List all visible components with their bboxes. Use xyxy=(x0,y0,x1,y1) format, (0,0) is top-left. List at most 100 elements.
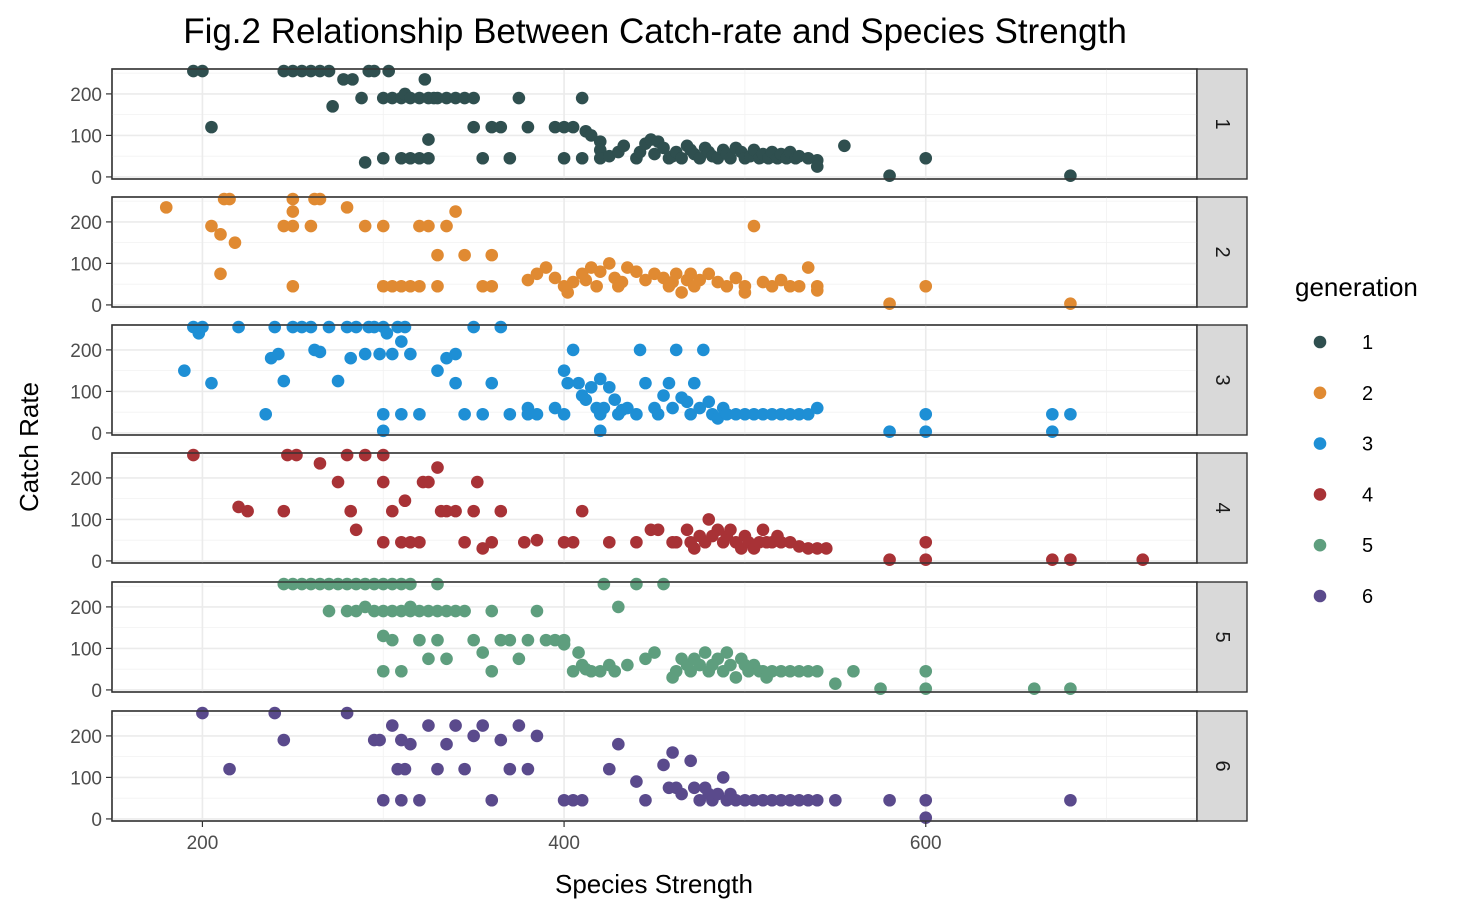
data-point xyxy=(608,393,622,407)
data-point xyxy=(440,604,453,618)
data-point xyxy=(214,267,227,281)
y-tick-label: 0 xyxy=(91,552,102,573)
data-point xyxy=(720,279,734,293)
data-point xyxy=(340,706,354,720)
data-point xyxy=(557,407,571,421)
data-point xyxy=(313,64,327,78)
data-point xyxy=(566,793,580,807)
data-point xyxy=(385,279,399,293)
data-point xyxy=(810,401,824,415)
data-point xyxy=(521,633,535,647)
facet-strip xyxy=(1196,196,1248,308)
data-point xyxy=(919,682,933,695)
data-point xyxy=(376,91,390,105)
y-tick-label: 0 xyxy=(91,810,102,831)
data-point xyxy=(376,219,390,233)
data-point xyxy=(385,347,399,361)
facet-strip-label: 6 xyxy=(1211,760,1233,771)
data-point xyxy=(1064,682,1077,695)
data-point xyxy=(196,320,209,334)
data-point xyxy=(322,320,336,334)
legend-item-1: 1 xyxy=(1313,332,1373,354)
y-tick-label: 200 xyxy=(70,469,102,490)
data-point xyxy=(367,604,381,618)
data-point xyxy=(720,646,734,659)
y-tick-label: 0 xyxy=(91,168,102,189)
data-point xyxy=(286,64,300,78)
data-point xyxy=(801,261,815,274)
y-tick-label: 200 xyxy=(70,213,102,234)
data-point xyxy=(376,475,390,489)
facet-strip xyxy=(1196,68,1248,180)
data-point xyxy=(801,793,815,807)
data-point xyxy=(196,64,209,78)
data-point xyxy=(716,771,730,784)
legend-label: 1 xyxy=(1362,332,1373,354)
data-point xyxy=(530,407,544,421)
facet-strip xyxy=(1196,452,1248,564)
data-point xyxy=(657,141,670,155)
data-point xyxy=(919,425,933,438)
data-point xyxy=(295,64,309,78)
data-point xyxy=(557,151,571,165)
chart-title: Fig.2 Relationship Between Catch-rate an… xyxy=(183,12,1127,51)
data-point xyxy=(883,297,896,310)
data-point xyxy=(404,91,417,105)
data-point xyxy=(711,787,725,801)
data-point xyxy=(657,577,670,591)
data-point xyxy=(612,600,625,614)
data-point xyxy=(602,257,616,270)
data-point xyxy=(440,737,453,751)
data-point xyxy=(376,424,390,438)
data-point xyxy=(680,395,694,409)
data-point xyxy=(440,91,453,105)
data-point xyxy=(395,664,408,678)
data-point xyxy=(470,475,484,489)
data-point xyxy=(422,133,435,146)
facet-panel-6: 0 100 200 6 xyxy=(70,706,1248,831)
data-point xyxy=(521,407,535,421)
data-point xyxy=(404,535,417,549)
data-point xyxy=(422,219,435,233)
data-point xyxy=(774,407,788,421)
data-point xyxy=(395,407,408,421)
data-point xyxy=(286,192,300,206)
facet-strip-label: 5 xyxy=(1211,631,1233,642)
data-point xyxy=(349,577,363,591)
legend-item-4: 4 xyxy=(1313,484,1373,506)
data-point xyxy=(566,664,580,678)
data-point xyxy=(395,279,408,293)
data-point xyxy=(651,407,665,421)
facet-strip-label: 4 xyxy=(1211,502,1233,513)
data-point xyxy=(883,425,896,438)
data-point xyxy=(431,633,444,647)
data-point xyxy=(304,219,318,233)
data-point xyxy=(385,577,399,591)
data-point xyxy=(494,320,508,334)
data-point xyxy=(385,604,399,618)
data-point xyxy=(380,327,394,340)
data-point xyxy=(277,504,291,518)
data-point xyxy=(724,523,737,537)
data-point xyxy=(277,64,291,78)
data-point xyxy=(503,762,517,776)
data-point xyxy=(431,364,444,377)
data-point xyxy=(521,762,535,776)
data-point xyxy=(675,286,688,299)
data-point xyxy=(344,351,358,365)
data-point xyxy=(295,577,309,591)
data-point xyxy=(449,504,462,518)
data-point xyxy=(413,535,426,549)
data-point xyxy=(187,64,200,78)
data-point xyxy=(304,320,318,334)
data-point xyxy=(373,347,386,361)
data-point xyxy=(684,664,697,678)
data-point xyxy=(919,664,933,678)
data-point xyxy=(187,448,200,462)
legend-marker xyxy=(1313,488,1327,501)
series-points-3 xyxy=(178,320,1077,438)
data-point xyxy=(431,279,444,293)
data-point xyxy=(530,267,544,281)
data-point xyxy=(358,577,372,591)
data-point xyxy=(919,407,933,421)
